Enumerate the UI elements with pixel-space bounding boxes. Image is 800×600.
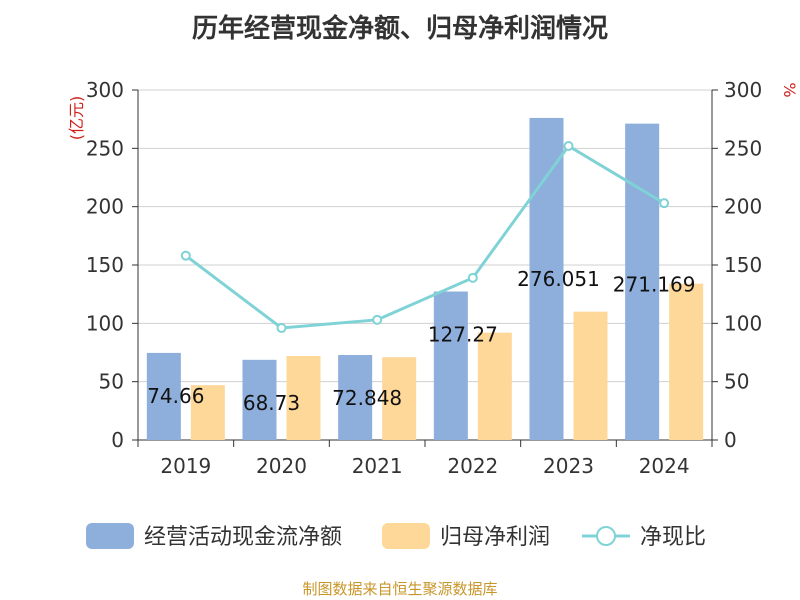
legend-label: 经营活动现金流净额 xyxy=(144,525,342,550)
data-label: 127.27 xyxy=(428,323,498,347)
line-cash-ratio xyxy=(184,144,665,330)
left-tick-label: 0 xyxy=(111,428,124,452)
x-tick-label: 2024 xyxy=(639,454,690,478)
bar-net-profit xyxy=(573,311,608,440)
point-cash-ratio xyxy=(276,323,287,333)
bar-net-profit xyxy=(477,332,512,440)
legend-label: 归母净利润 xyxy=(440,525,550,550)
left-tick-label: 250 xyxy=(86,136,124,160)
bar-net-profit xyxy=(190,385,225,440)
x-tick-label: 2020 xyxy=(256,454,307,478)
data-label: 276.051 xyxy=(517,267,600,291)
bar-operating-cash-flow xyxy=(529,117,564,441)
legend-swatch xyxy=(86,523,134,549)
chart-title: 历年经营现金净额、归母净利润情况 xyxy=(191,14,608,44)
left-tick-label: 200 xyxy=(86,195,124,219)
legend-label: 净现比 xyxy=(640,525,706,550)
right-tick-label: 150 xyxy=(724,253,762,277)
left-tick-label: 150 xyxy=(86,253,124,277)
left-axis-title: (亿元) xyxy=(67,96,86,141)
point-cash-ratio xyxy=(563,141,574,151)
x-tick-label: 2021 xyxy=(352,454,403,478)
point-cash-ratio xyxy=(372,314,383,325)
x-tick-label: 2022 xyxy=(447,454,498,478)
right-tick-label: 200 xyxy=(724,195,762,219)
legend-swatch-marker xyxy=(596,526,616,546)
bar-operating-cash-flow xyxy=(433,291,468,440)
data-label: 72.848 xyxy=(332,386,402,410)
bar-net-profit xyxy=(382,357,417,440)
data-label: 271.169 xyxy=(613,273,696,297)
legend-swatch xyxy=(382,523,430,549)
data-label: 68.73 xyxy=(243,391,300,415)
x-tick-label: 2023 xyxy=(543,454,594,478)
data-label: 74.66 xyxy=(147,384,204,408)
bar-operating-cash-flow xyxy=(146,352,181,440)
point-cash-ratio xyxy=(467,272,478,283)
point-cash-ratio xyxy=(180,250,191,261)
right-tick-label: 0 xyxy=(724,428,737,452)
x-tick-label: 2019 xyxy=(160,454,211,478)
bar-net-profit xyxy=(669,283,704,440)
right-tick-label: 250 xyxy=(724,136,762,160)
source-note: 制图数据来自恒生聚源数据库 xyxy=(302,580,498,598)
right-tick-label: 50 xyxy=(724,370,749,394)
left-tick-label: 300 xyxy=(86,78,124,102)
right-tick-label: 100 xyxy=(724,311,762,335)
bar-operating-cash-flow xyxy=(242,359,277,440)
bar-operating-cash-flow xyxy=(338,355,373,440)
left-tick-label: 50 xyxy=(99,370,124,394)
bar-net-profit xyxy=(286,356,321,440)
point-cash-ratio xyxy=(659,198,670,209)
bar-operating-cash-flow xyxy=(625,123,660,440)
left-tick-label: 100 xyxy=(86,311,124,335)
right-axis-title: % xyxy=(780,82,799,97)
right-tick-label: 300 xyxy=(724,78,762,102)
